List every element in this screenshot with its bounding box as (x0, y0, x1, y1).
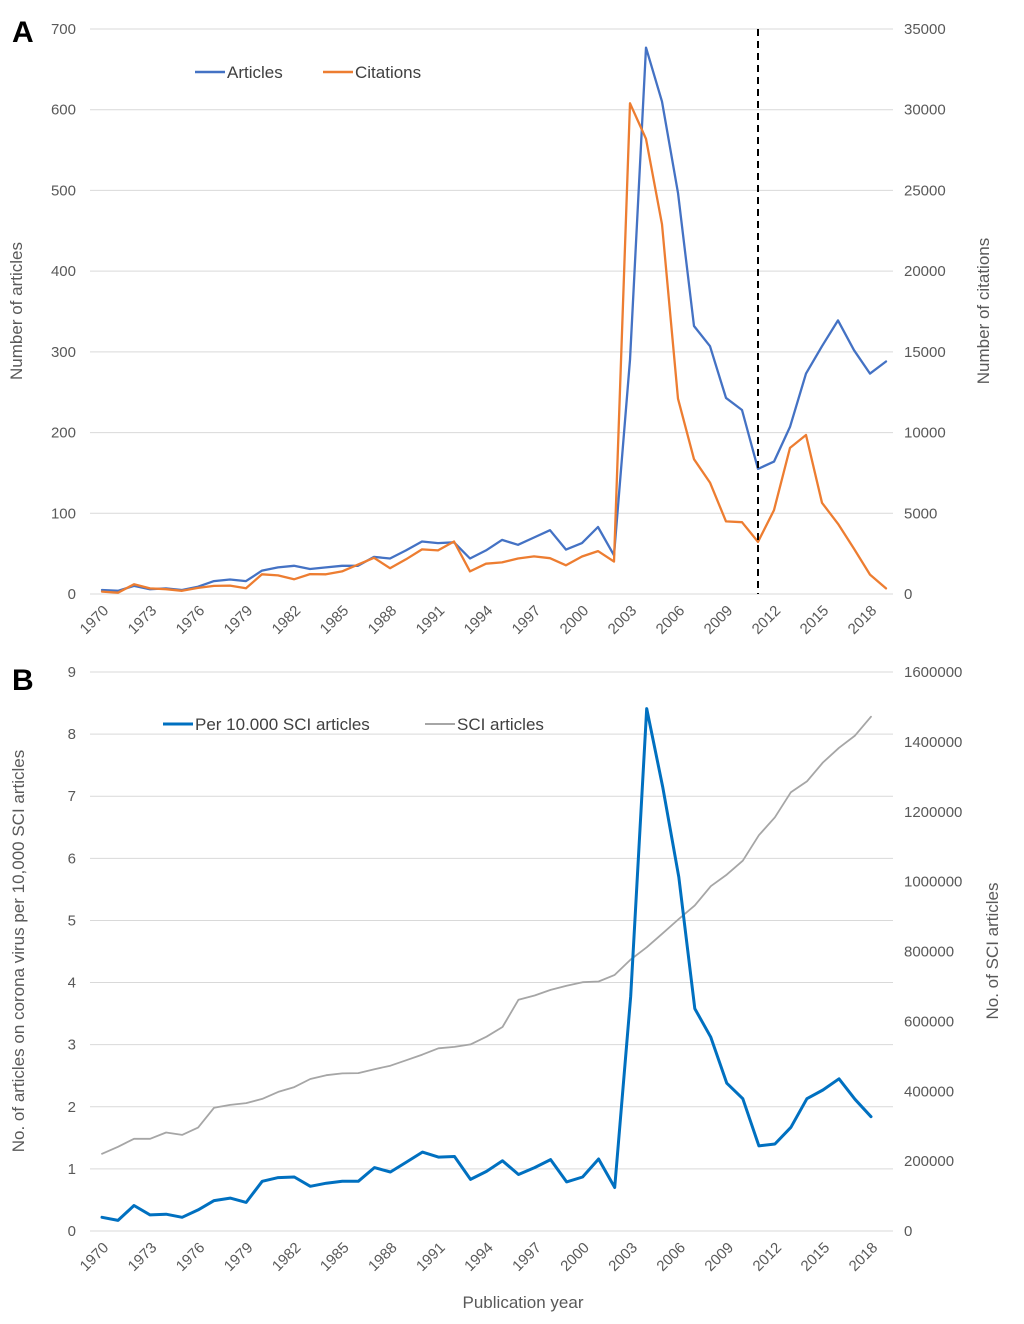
panel-b-left-ticks: 0 1 2 3 4 5 6 7 8 9 (68, 664, 76, 1240)
right-tick-label: 0 (904, 586, 912, 603)
left-tick-label: 0 (68, 586, 76, 603)
right-tick-label: 0 (904, 1223, 912, 1240)
x-tick-label: 1976 (173, 1239, 209, 1275)
x-tick-label: 1991 (413, 1239, 449, 1275)
right-tick-label: 400000 (904, 1083, 954, 1100)
x-tick-label: 2000 (557, 1239, 593, 1275)
panel-b: B 0 1 2 3 4 5 6 7 8 9 0 200000 400000 600000 800000 10… (9, 664, 1002, 1312)
right-tick-label: 5000 (904, 505, 937, 522)
x-tick-label: 1973 (125, 1239, 161, 1275)
x-tick-label: 2018 (846, 1239, 882, 1275)
panel-b-series (100, 707, 873, 1222)
right-tick-label: 35000 (904, 21, 946, 38)
x-tick-label: 2018 (845, 602, 881, 638)
x-tick-label: 1973 (125, 602, 161, 638)
x-tick-label: 1985 (317, 1239, 353, 1275)
left-tick-label: 600 (51, 102, 76, 119)
panel-b-left-axis-label: No. of articles on corona virus per 10,0… (9, 750, 28, 1153)
right-tick-label: 1200000 (904, 804, 962, 821)
series-line-articles (100, 46, 888, 592)
left-tick-label: 5 (68, 912, 76, 929)
x-tick-label: 2000 (557, 602, 593, 638)
x-tick-label: 2009 (701, 1239, 737, 1275)
panel-a-gridlines (90, 28, 893, 595)
right-tick-label: 800000 (904, 944, 954, 961)
right-tick-label: 20000 (904, 263, 946, 280)
x-tick-label: 1970 (77, 602, 113, 638)
panel-b-x-ticks: 1970 1973 1976 1979 1982 1985 1988 1991 1994 1997… (77, 1239, 882, 1275)
x-tick-label: 1970 (77, 1239, 113, 1275)
right-tick-label: 1400000 (904, 734, 962, 751)
legend-citations: Citations (355, 63, 421, 82)
legend-per-10000: Per 10.000 SCI articles (195, 715, 370, 734)
left-tick-label: 7 (68, 788, 76, 805)
x-tick-label: 2006 (653, 602, 689, 638)
x-tick-label: 1976 (173, 602, 209, 638)
x-tick-label: 2003 (605, 602, 641, 638)
x-tick-label: 1991 (413, 602, 449, 638)
x-tick-label: 1979 (221, 602, 257, 638)
left-tick-label: 100 (51, 505, 76, 522)
panel-b-x-axis-label: Publication year (463, 1293, 584, 1312)
right-tick-label: 1000000 (904, 874, 962, 891)
left-tick-label: 9 (68, 664, 76, 681)
panel-a-left-axis-label: Number of articles (7, 242, 26, 380)
x-tick-label: 2015 (798, 1239, 834, 1275)
panel-a-left-ticks: 0 100 200 300 400 500 600 700 (51, 21, 76, 603)
x-tick-label: 1979 (221, 1239, 257, 1275)
x-tick-label: 1982 (269, 602, 305, 638)
panel-a-x-ticks: 1970 1973 1976 1979 1982 1985 1988 1991 1994 1997… (77, 602, 881, 638)
left-tick-label: 200 (51, 425, 76, 442)
panel-b-legend: Per 10.000 SCI articles SCI articles (163, 715, 544, 734)
panel-a-label: A (12, 16, 34, 49)
x-tick-label: 1994 (461, 1239, 497, 1275)
right-tick-label: 1600000 (904, 664, 962, 681)
right-tick-label: 15000 (904, 344, 946, 361)
right-tick-label: 200000 (904, 1153, 954, 1170)
x-tick-label: 2012 (750, 1239, 786, 1275)
x-tick-label: 1994 (461, 602, 497, 638)
x-tick-label: 2015 (797, 602, 833, 638)
panel-a-right-axis-label: Number of citations (974, 238, 993, 384)
series-line-per-10-000-sci-articles (100, 707, 873, 1222)
panel-a: A 0 100 200 300 400 500 600 700 0 5000 10000 15000… (7, 16, 993, 638)
x-tick-label: 1997 (509, 1239, 545, 1275)
x-tick-label: 1982 (269, 1239, 305, 1275)
x-tick-label: 2003 (605, 1239, 641, 1275)
panel-a-right-ticks: 0 5000 10000 15000 20000 25000 30000 35000 (904, 21, 946, 603)
x-tick-label: 2006 (653, 1239, 689, 1275)
left-tick-label: 2 (68, 1099, 76, 1116)
left-tick-label: 4 (68, 975, 76, 992)
panel-b-right-ticks: 0 200000 400000 600000 800000 1000000 1200000 1… (904, 664, 962, 1240)
series-line-citations (100, 102, 888, 594)
left-tick-label: 700 (51, 21, 76, 38)
x-tick-label: 1997 (509, 602, 545, 638)
left-tick-label: 300 (51, 344, 76, 361)
series-line-sci-articles (101, 715, 872, 1155)
left-tick-label: 500 (51, 182, 76, 199)
right-tick-label: 30000 (904, 102, 946, 119)
panel-b-gridlines (90, 671, 893, 1232)
legend-articles: Articles (227, 63, 283, 82)
left-tick-label: 6 (68, 850, 76, 867)
right-tick-label: 10000 (904, 425, 946, 442)
panel-b-right-axis-label: No. of SCI articles (983, 883, 1002, 1020)
left-tick-label: 3 (68, 1037, 76, 1054)
left-tick-label: 1 (68, 1161, 76, 1178)
left-tick-label: 8 (68, 726, 76, 743)
x-tick-label: 1988 (365, 1239, 401, 1275)
right-tick-label: 25000 (904, 182, 946, 199)
right-tick-label: 600000 (904, 1013, 954, 1030)
left-tick-label: 0 (68, 1223, 76, 1240)
x-tick-label: 2012 (749, 602, 785, 638)
panel-b-label: B (12, 664, 34, 697)
left-tick-label: 400 (51, 263, 76, 280)
legend-sci-articles: SCI articles (457, 715, 544, 734)
x-tick-label: 1985 (317, 602, 353, 638)
x-tick-label: 2009 (701, 602, 737, 638)
panel-a-series (100, 46, 888, 594)
x-tick-label: 1988 (365, 602, 401, 638)
panel-a-legend: Articles Citations (195, 63, 421, 82)
